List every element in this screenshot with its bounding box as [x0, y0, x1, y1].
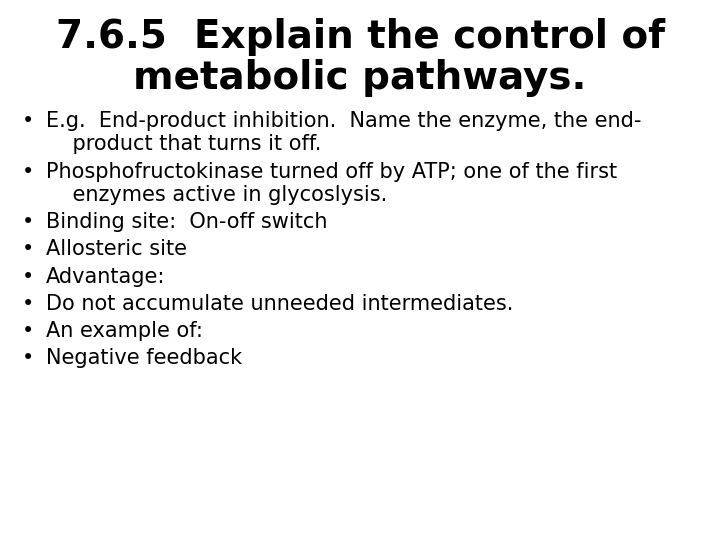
Text: •: •: [22, 348, 35, 368]
Text: •: •: [22, 294, 35, 314]
Text: Phosphofructokinase turned off by ATP; one of the first: Phosphofructokinase turned off by ATP; o…: [46, 161, 617, 181]
Text: •: •: [22, 212, 35, 232]
Text: Negative feedback: Negative feedback: [46, 348, 242, 368]
Text: Allosteric site: Allosteric site: [46, 239, 187, 259]
Text: •: •: [22, 161, 35, 181]
Text: enzymes active in glycoslysis.: enzymes active in glycoslysis.: [46, 185, 387, 205]
Text: Binding site:  On-off switch: Binding site: On-off switch: [46, 212, 328, 232]
Text: •: •: [22, 321, 35, 341]
Text: •: •: [22, 267, 35, 287]
Text: metabolic pathways.: metabolic pathways.: [133, 59, 587, 97]
Text: •: •: [22, 239, 35, 259]
Text: An example of:: An example of:: [46, 321, 203, 341]
Text: E.g.  End-product inhibition.  Name the enzyme, the end-: E.g. End-product inhibition. Name the en…: [46, 111, 642, 131]
Text: 7.6.5  Explain the control of: 7.6.5 Explain the control of: [55, 18, 665, 56]
Text: •: •: [22, 111, 35, 131]
Text: product that turns it off.: product that turns it off.: [46, 134, 321, 154]
Text: Advantage:: Advantage:: [46, 267, 166, 287]
Text: Do not accumulate unneeded intermediates.: Do not accumulate unneeded intermediates…: [46, 294, 513, 314]
